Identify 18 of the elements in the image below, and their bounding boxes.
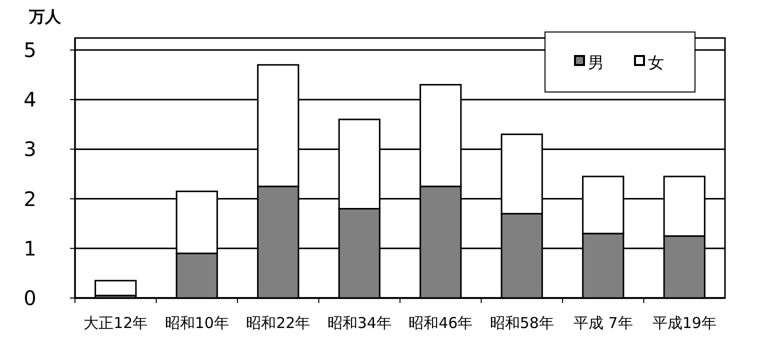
x-tick-label: 大正12年 <box>84 314 148 332</box>
x-tick-label: 平成19年 <box>652 314 716 332</box>
legend-label: 男 <box>588 53 604 72</box>
legend-label: 女 <box>648 53 664 72</box>
x-tick-label: 昭和22年 <box>246 314 310 332</box>
y-tick-label: 1 <box>24 236 36 260</box>
x-tick-label: 昭和10年 <box>164 314 229 332</box>
y-tick-label: 2 <box>24 186 36 211</box>
y-tick-label: 0 <box>24 286 36 310</box>
y-tick-label: 4 <box>24 88 36 112</box>
y-axis-title: 万人 <box>28 7 62 26</box>
x-tick-label: 昭和34年 <box>327 314 392 332</box>
y-tick-label: 5 <box>24 38 36 62</box>
x-tick-label: 昭和46年 <box>408 314 473 332</box>
x-tick-label: 昭和58年 <box>490 314 554 332</box>
y-tick-label: 3 <box>24 137 36 162</box>
bar <box>94 280 137 296</box>
x-tick-label: 平成 7年 <box>573 314 633 332</box>
